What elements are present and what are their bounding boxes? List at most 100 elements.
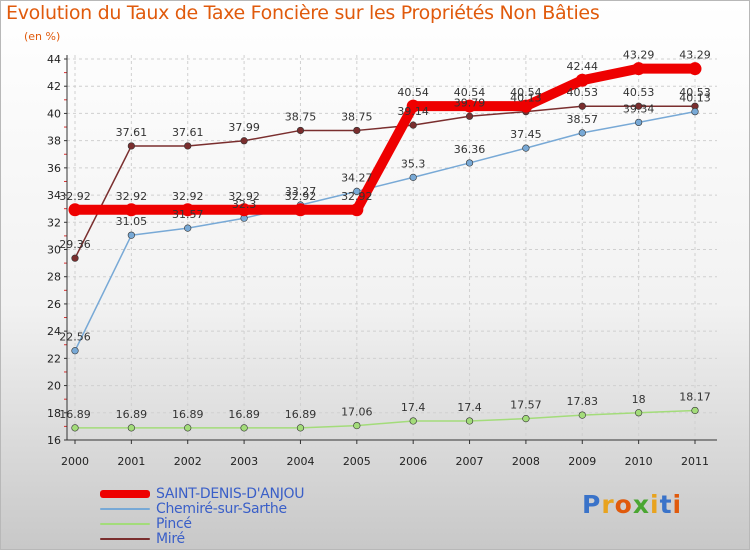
data-point: [293, 203, 307, 217]
data-point: [465, 417, 474, 425]
data-label: 32.3: [232, 198, 257, 211]
data-point: [632, 62, 646, 76]
logo-letter: o: [614, 490, 633, 519]
data-label: 17.06: [341, 406, 373, 419]
data-point: [71, 254, 79, 262]
y-tick-label: 42: [47, 80, 61, 93]
data-point: [519, 99, 533, 113]
data-point: [578, 411, 586, 419]
data-point: [691, 406, 699, 415]
data-label: 40.54: [510, 86, 542, 99]
data-point: [465, 159, 474, 167]
data-label: 40.53: [623, 86, 655, 99]
data-point: [353, 126, 361, 135]
data-point: [635, 118, 643, 127]
data-label: 32.92: [116, 190, 148, 203]
data-point: [240, 424, 248, 432]
legend: SAINT-DENIS-D'ANJOU Chemiré-sur-Sarthe Pin…: [100, 485, 305, 547]
data-point: [71, 424, 79, 432]
data-point: [181, 203, 195, 217]
data-label: 34.27: [341, 171, 373, 184]
chart-title: Evolution du Taux de Taxe Foncière sur l…: [6, 2, 600, 24]
y-tick-label: 26: [47, 298, 61, 311]
logo-letter: i: [672, 490, 683, 519]
logo-letter: t: [659, 490, 673, 519]
data-point: [409, 417, 417, 425]
x-tick-label: 2006: [399, 455, 427, 468]
data-label: 43.29: [679, 49, 711, 62]
data-label: 37.61: [116, 126, 148, 139]
data-point: [184, 142, 192, 150]
data-point: [635, 409, 643, 417]
data-label: 40.54: [397, 86, 429, 99]
y-tick-label: 40: [47, 107, 61, 120]
data-label: 40.53: [567, 86, 599, 99]
data-point: [68, 203, 82, 217]
legend-swatch: [100, 522, 150, 525]
y-tick-label: 44: [47, 53, 61, 66]
series-lines: [68, 62, 702, 432]
logo-letter: P: [582, 490, 602, 519]
data-label: 31.57: [172, 208, 204, 221]
legend-swatch: [100, 489, 150, 498]
logo-letter: i: [650, 490, 660, 519]
data-label: 40.13: [510, 92, 542, 105]
data-label: 32.92: [341, 190, 373, 203]
data-label: 39.79: [454, 96, 486, 109]
data-point: [691, 108, 699, 116]
data-point: [463, 99, 477, 113]
data-label: 16.89: [116, 408, 148, 421]
y-tick-label: 22: [47, 352, 61, 365]
data-label: 32.92: [228, 190, 260, 203]
data-label: 31.05: [116, 215, 148, 228]
data-point: [409, 121, 417, 129]
series-line-saint-denis-d-anjou: [75, 63, 695, 215]
data-label: 16.89: [285, 408, 317, 421]
data-point: [71, 347, 79, 355]
data-label: 18: [632, 393, 646, 406]
legend-label: Chemiré-sur-Sarthe: [156, 500, 287, 517]
data-point: [350, 203, 364, 217]
data-point: [465, 112, 474, 120]
legend-label: Pincé: [156, 515, 192, 532]
data-point: [237, 203, 251, 217]
data-point: [406, 99, 420, 113]
data-label: 40.53: [679, 86, 711, 99]
y-tick-label: 34: [47, 189, 61, 202]
data-label: 39.14: [397, 105, 429, 118]
data-label: 17.4: [457, 401, 482, 414]
x-tick-label: 2002: [174, 455, 202, 468]
x-tick-label: 2009: [568, 455, 596, 468]
unit-label: (en %): [24, 30, 61, 43]
grid: [67, 55, 717, 441]
legend-label: SAINT-DENIS-D'ANJOU: [156, 485, 305, 502]
data-label: 33.27: [285, 185, 317, 198]
data-label: 37.45: [510, 128, 542, 141]
legend-item: Chemiré-sur-Sarthe: [100, 500, 304, 517]
y-tick-label: 20: [47, 380, 61, 393]
data-labels: 32.92 32.92 32.92 32.92 32.92 32.92 40.54 40.54…: [59, 49, 711, 421]
data-point: [522, 415, 530, 423]
data-point: [522, 144, 530, 152]
y-tick-label: 24: [47, 325, 61, 338]
x-tick-label: 2004: [286, 455, 314, 468]
data-point: [124, 203, 138, 217]
series-line-chemir-sur-sarthe: [74, 110, 696, 352]
legend-item: Miré: [100, 531, 304, 547]
data-point: [127, 142, 135, 150]
series-line-pinc-: [75, 409, 696, 429]
data-label: 37.99: [228, 121, 260, 134]
data-label: 29.36: [59, 238, 91, 251]
data-label: 42.44: [567, 60, 599, 73]
x-tick-label: 2007: [456, 455, 484, 468]
y-tick-label: 36: [47, 162, 61, 175]
legend-item: Pincé: [100, 515, 304, 532]
legend-swatch: [100, 507, 150, 510]
data-point: [296, 424, 305, 432]
data-point: [578, 102, 586, 110]
data-label: 16.89: [228, 408, 260, 421]
data-point: [353, 421, 361, 430]
legend-item: SAINT-DENIS-D'ANJOU: [100, 485, 305, 502]
x-tick-label: 2010: [625, 455, 653, 468]
